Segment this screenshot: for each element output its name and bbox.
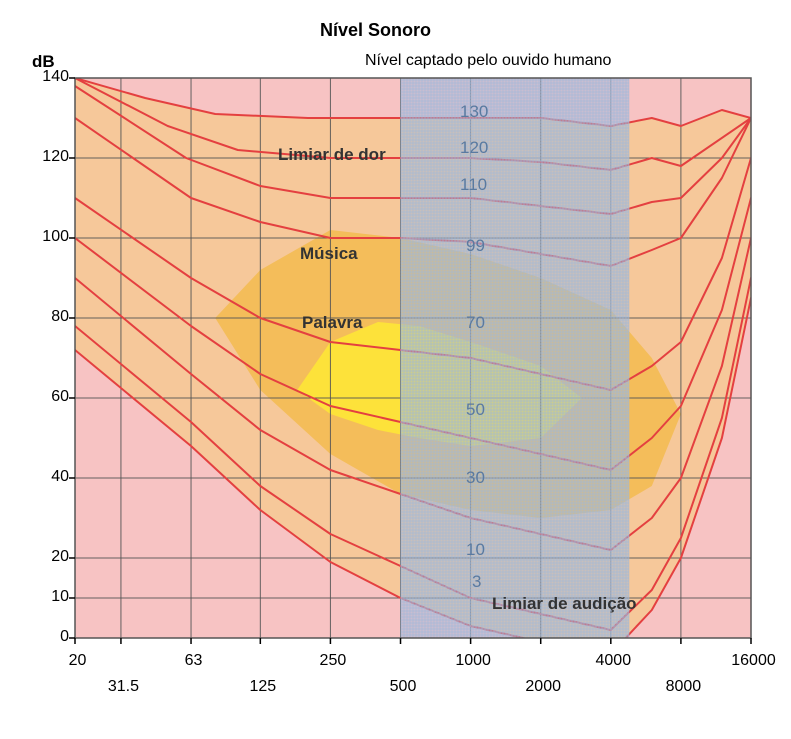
y-tick: 0 (31, 628, 69, 646)
y-tick: 10 (31, 588, 69, 606)
y-tick: 120 (31, 148, 69, 166)
x-tick: 63 (166, 652, 221, 670)
y-tick: 60 (31, 388, 69, 406)
y-tick: 140 (31, 68, 69, 86)
y-tick: 80 (31, 308, 69, 326)
speech-region-label: Palavra (302, 313, 363, 333)
contour-label-99: 99 (466, 236, 485, 256)
hearing-threshold-label: Limiar de audição (492, 594, 637, 614)
contour-label-3: 3 (472, 572, 481, 592)
x-tick: 250 (305, 652, 360, 670)
pain-threshold-label: Limiar de dor (278, 145, 386, 165)
y-tick: 100 (31, 228, 69, 246)
y-tick: 40 (31, 468, 69, 486)
contour-label-70: 70 (466, 313, 485, 333)
x-tick: 1000 (446, 652, 501, 670)
y-tick: 20 (31, 548, 69, 566)
x-tick: 20 (50, 652, 105, 670)
plot-svg (20, 20, 771, 719)
contour-label-130: 130 (460, 102, 488, 122)
x-tick: 16000 (726, 652, 781, 670)
sound-level-chart: Nível Sonoro Nível captado pelo ouvido h… (20, 20, 771, 719)
contour-label-120: 120 (460, 138, 488, 158)
contour-label-110: 110 (460, 175, 487, 195)
music-region-label: Música (300, 244, 358, 264)
x-tick: 4000 (586, 652, 641, 670)
x-tick: 125 (235, 678, 290, 696)
x-tick: 31.5 (96, 678, 151, 696)
x-tick: 8000 (656, 678, 711, 696)
contour-label-10: 10 (466, 540, 485, 560)
x-tick: 2000 (516, 678, 571, 696)
contour-label-50: 50 (466, 400, 485, 420)
contour-label-30: 30 (466, 468, 485, 488)
x-tick: 500 (376, 678, 431, 696)
